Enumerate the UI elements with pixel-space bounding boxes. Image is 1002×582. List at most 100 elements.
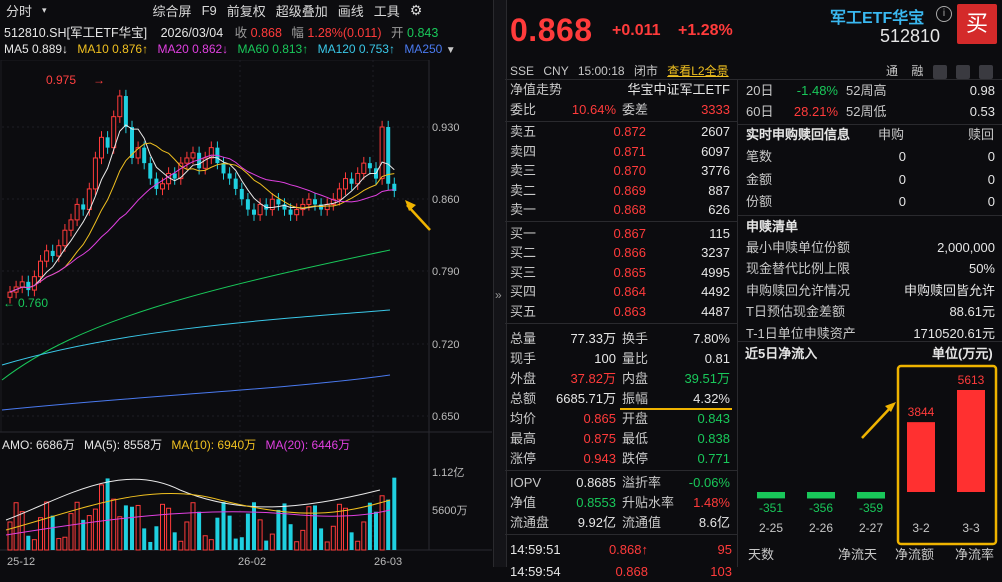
- flow-footer-label: 净流额: [895, 547, 935, 562]
- period-value: 28.21%: [793, 104, 838, 119]
- redeem-row-sell: 0: [987, 171, 995, 187]
- buy-level-price[interactable]: 0.867: [613, 225, 646, 241]
- flow-bar: [757, 492, 785, 499]
- ptick-0: 0.930: [432, 122, 460, 134]
- amo-ma10: MA(10): 6940万: [171, 438, 257, 452]
- list-row-label: T日预估现金差额: [746, 304, 845, 319]
- tick-time: 14:59:54: [510, 564, 561, 579]
- kline-chart[interactable]: 0.975 → 0.760 ← 25-12 26-02 26-03 0.930 …: [0, 60, 492, 567]
- stat-value: 0.838: [697, 431, 730, 446]
- range-value: 1.28%(0.011): [307, 26, 382, 40]
- buy-level-label: 买四: [510, 284, 537, 299]
- stat-label: 最低: [622, 431, 649, 446]
- period-value: 0.53: [969, 104, 995, 119]
- sell-level-price[interactable]: 0.869: [613, 182, 646, 198]
- alert-icon[interactable]: [956, 64, 971, 79]
- sell-level-price[interactable]: 0.868: [613, 202, 646, 217]
- iopv-label: 流通值: [622, 515, 662, 530]
- list-row-value: 申购赎回皆允许: [903, 282, 995, 298]
- flow-bar-value: 3844: [908, 405, 935, 419]
- xtick-0: 25-12: [7, 556, 35, 567]
- toolbar-item-draw[interactable]: 画线: [337, 3, 364, 19]
- low-arrow-icon: ←: [3, 296, 15, 310]
- redeem-row-sell: 0: [987, 194, 995, 209]
- security-name: 军工ETF华宝: [830, 10, 925, 27]
- info-icon[interactable]: i: [936, 6, 952, 22]
- tick-price: 0.868↑: [608, 542, 648, 557]
- ma5-value: MA5 0.889↓: [4, 42, 69, 56]
- divider-line: [738, 214, 1002, 216]
- redeem-row-sell: 0: [987, 149, 995, 164]
- divider-line: [505, 534, 737, 535]
- flow-bar-category: 2-27: [859, 521, 883, 535]
- sell-level-volume: 3776: [701, 163, 730, 178]
- buy-button[interactable]: 买: [957, 4, 997, 44]
- sell-level-price[interactable]: 0.871: [613, 143, 646, 159]
- iopv-value: -0.06%: [688, 475, 730, 490]
- stat-label: 总量: [510, 331, 537, 346]
- pin-icon[interactable]: [932, 64, 947, 79]
- flow-bar: [807, 492, 835, 499]
- buy-level-price[interactable]: 0.863: [613, 303, 646, 319]
- toolbar-item-adjust[interactable]: 前复权: [226, 3, 266, 19]
- stat-value: 100: [594, 351, 616, 366]
- kline-info-line: 512810.SH[军工ETF华宝] 2026/03/04 收 0.868 幅 …: [4, 22, 492, 40]
- last-price: 0.868: [510, 12, 593, 48]
- toolbar-item-timeshare[interactable]: 分时: [6, 3, 33, 19]
- divider-line: [505, 470, 737, 471]
- toolbar-item-f9[interactable]: F9: [201, 2, 217, 18]
- stat-value: 0.943: [583, 451, 616, 466]
- toolbar-item-overlay[interactable]: 超级叠加: [275, 3, 328, 19]
- share-icon[interactable]: [979, 64, 994, 79]
- iopv-value: 8.6亿: [698, 515, 730, 530]
- close-label: 收: [234, 26, 248, 40]
- stat-label: 外盘: [510, 371, 537, 386]
- tick-volume: 103: [710, 564, 732, 579]
- flow-unit: 单位(万元): [932, 346, 993, 361]
- buy-level-volume: 115: [709, 225, 730, 241]
- buy-level-price[interactable]: 0.865: [613, 264, 646, 280]
- period-label: 20日: [746, 83, 774, 98]
- sell-level-price[interactable]: 0.870: [613, 163, 646, 178]
- triangle-down-icon[interactable]: ▾: [42, 4, 47, 15]
- gear-icon[interactable]: ⚙: [409, 1, 423, 18]
- redeem-col-buy: 申购: [878, 127, 905, 142]
- stat-value: 0.875: [583, 431, 616, 446]
- stat-value: 39.51万: [684, 371, 730, 386]
- sell-level-price[interactable]: 0.872: [613, 124, 646, 139]
- open-label: 开: [391, 26, 404, 40]
- vtick-1: 5600万: [432, 505, 467, 517]
- buy-level-label: 买一: [510, 225, 537, 241]
- ma-lines: [1, 124, 395, 411]
- price-change-pct: +1.28%: [678, 22, 733, 39]
- stat-value: 6685.71万: [556, 391, 616, 406]
- ma-dropdown-icon[interactable]: ▼: [445, 45, 456, 56]
- flow-footer-label: 净流天: [838, 547, 878, 562]
- list-row-value: 1710520.61元: [913, 325, 995, 341]
- stat-value: 4.32%: [693, 391, 730, 406]
- open-value: 0.843: [407, 26, 439, 40]
- expand-icon[interactable]: »: [495, 288, 502, 302]
- ma-legend: MA5 0.889↓ MA10 0.876↑ MA20 0.862↓ MA60 …: [4, 42, 492, 60]
- xtick-1: 26-02: [238, 556, 266, 567]
- divider-line: [505, 79, 1002, 80]
- iopv-label: 净值: [510, 495, 537, 510]
- buy-level-price[interactable]: 0.866: [613, 245, 646, 260]
- toolbar-item-tools[interactable]: 工具: [373, 3, 400, 19]
- quote-status-bar: SSE CNY 15:00:18 闭市 查看L2全景 通 融: [510, 62, 1000, 79]
- sell-level-volume: 626: [708, 202, 730, 217]
- divider-line: [738, 341, 1002, 342]
- list-row-label: 最小申赎单位份额: [746, 239, 851, 255]
- l2-link[interactable]: 查看L2全景: [667, 64, 729, 78]
- toolbar-item-overview[interactable]: 综合屏: [152, 3, 192, 19]
- buy-level-label: 买五: [510, 303, 537, 319]
- sell-level-volume: 6097: [701, 143, 730, 159]
- nav-chart-tab[interactable]: 净值走势: [510, 82, 563, 97]
- range-label: 幅: [291, 26, 304, 40]
- tick-time: 14:59:51: [510, 542, 561, 557]
- buy-level-price[interactable]: 0.864: [613, 284, 646, 299]
- panel-divider[interactable]: »: [493, 0, 507, 567]
- iopv-value: 1.48%: [693, 495, 730, 510]
- xtick-2: 26-03: [374, 556, 402, 567]
- ma250-value: MA250: [404, 42, 443, 56]
